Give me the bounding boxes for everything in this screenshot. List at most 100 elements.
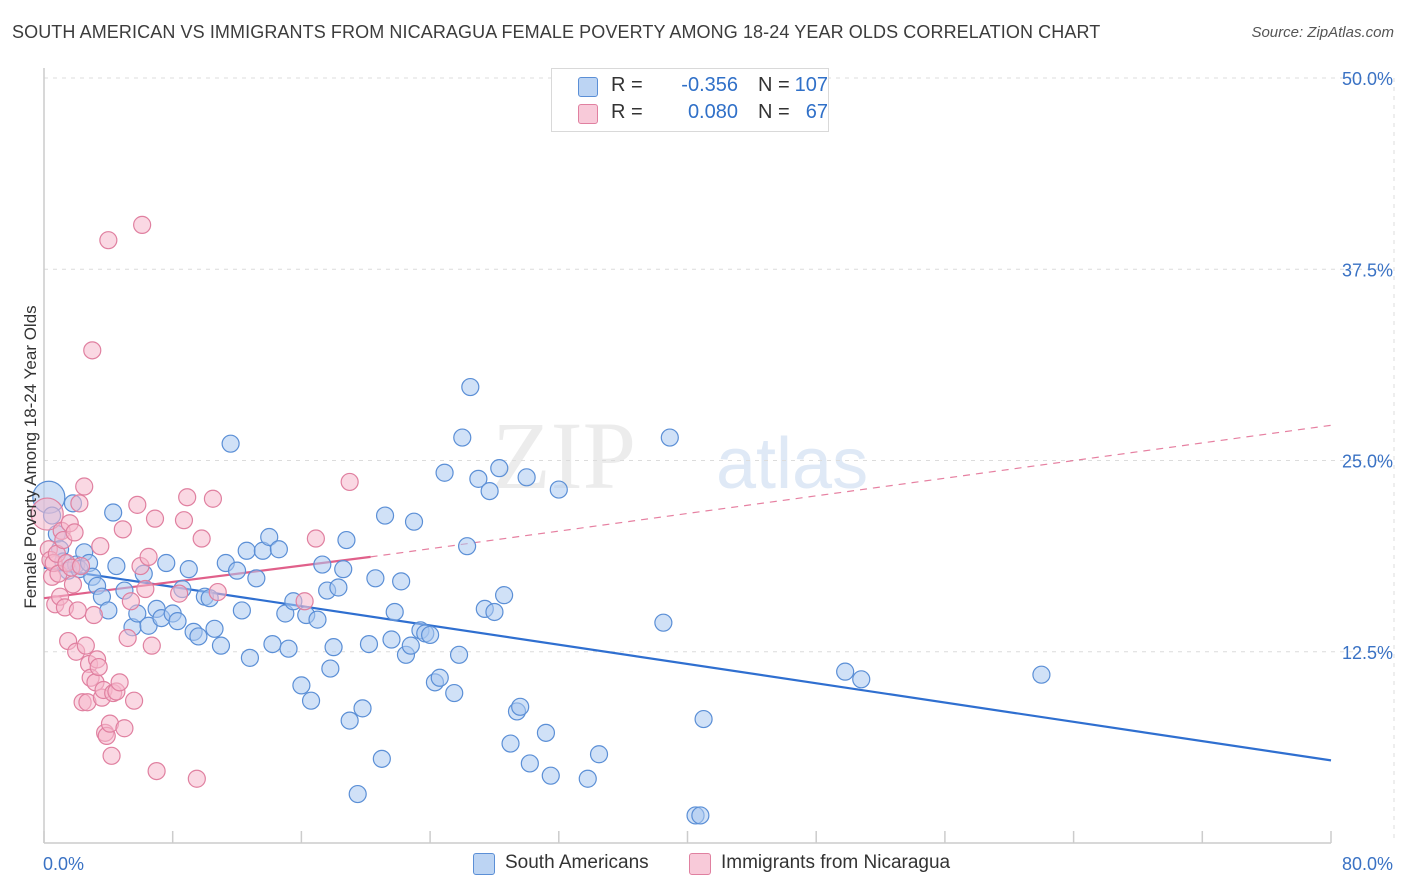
south-american-point bbox=[313, 555, 332, 574]
nicaragua-point bbox=[91, 537, 110, 556]
x-tick-label: 80.0% bbox=[1342, 854, 1393, 874]
r-label: R = bbox=[611, 74, 643, 96]
south-american-point bbox=[263, 634, 282, 654]
r-value: 0.080 bbox=[687, 101, 738, 123]
south-american-point bbox=[1032, 665, 1051, 684]
south-american-point bbox=[340, 711, 359, 730]
south-american-point bbox=[536, 723, 556, 742]
south-american-point bbox=[435, 463, 454, 482]
n-label: N = bbox=[758, 101, 790, 123]
south-american-point bbox=[353, 699, 372, 718]
stats-legend: R = -0.356 N = 107 R = 0.080 N = 67 bbox=[551, 68, 829, 132]
south-american-point bbox=[430, 668, 449, 687]
r-label: R = bbox=[611, 101, 643, 123]
south-american-point bbox=[337, 530, 356, 550]
watermark-atlas: atlas bbox=[716, 424, 868, 504]
n-value: 67 bbox=[805, 101, 828, 123]
nicaragua-point bbox=[71, 556, 91, 576]
nicaragua-point bbox=[306, 529, 325, 548]
south-americans-trend-line bbox=[43, 566, 1332, 762]
south-american-point bbox=[348, 784, 367, 804]
nicaragua-point bbox=[76, 636, 95, 655]
south-american-point bbox=[301, 691, 321, 710]
tick-labels: 12.5% 25.0% 37.5% 50.0% 0.0% 80.0% bbox=[43, 69, 1393, 874]
nicaragua-point bbox=[113, 520, 132, 539]
nicaragua-point bbox=[142, 636, 161, 655]
nicaragua-point bbox=[187, 769, 206, 788]
south-american-point bbox=[157, 553, 176, 573]
south-american-point bbox=[495, 586, 514, 605]
nicaragua-point bbox=[174, 511, 194, 530]
south-american-point bbox=[520, 754, 539, 773]
nicaragua-point bbox=[70, 494, 89, 513]
south-american-point bbox=[453, 428, 472, 447]
legend-label: South Americans bbox=[505, 852, 649, 873]
blue-swatch bbox=[473, 853, 495, 875]
south-american-point bbox=[404, 512, 424, 531]
nicaragua-point bbox=[89, 657, 108, 677]
south-american-point bbox=[445, 683, 464, 703]
nicaragua-point bbox=[124, 691, 144, 710]
y-tick-label: 25.0% bbox=[1342, 452, 1393, 472]
south-american-point bbox=[549, 480, 568, 499]
nicaragua-point bbox=[128, 495, 147, 514]
nicaragua-point bbox=[121, 592, 140, 611]
south-american-point bbox=[334, 560, 353, 579]
nicaragua-point bbox=[110, 673, 129, 692]
south-american-point bbox=[329, 578, 348, 597]
south-american-point bbox=[541, 766, 560, 785]
pink-swatch bbox=[689, 853, 711, 875]
nicaragua-point bbox=[75, 477, 94, 496]
source-credit: Source: ZipAtlas.com bbox=[1251, 24, 1394, 41]
y-axis-label: Female Poverty Among 18-24 Year Olds bbox=[21, 305, 40, 608]
nicaragua-point bbox=[115, 719, 134, 738]
south-american-point bbox=[321, 659, 340, 678]
gridlines bbox=[44, 77, 1395, 843]
nicaragua-point bbox=[102, 746, 121, 765]
nicaragua-point bbox=[83, 341, 102, 360]
n-label: N = bbox=[758, 74, 790, 96]
watermark: ZIP atlas bbox=[492, 402, 868, 509]
south-american-point bbox=[232, 601, 251, 620]
south-american-point bbox=[836, 662, 855, 681]
nicaragua-point bbox=[147, 761, 166, 781]
nicaragua-point bbox=[295, 592, 314, 611]
south-american-point bbox=[372, 749, 391, 768]
south-american-point bbox=[480, 482, 499, 501]
y-tick-label: 37.5% bbox=[1342, 260, 1393, 280]
south-american-point bbox=[401, 636, 420, 655]
south-american-point bbox=[279, 639, 298, 658]
south-american-point bbox=[852, 670, 871, 689]
south-american-point bbox=[421, 625, 440, 645]
south-american-point bbox=[511, 697, 530, 716]
nicaragua-point bbox=[178, 488, 197, 507]
south-american-point bbox=[211, 636, 231, 655]
r-value: -0.356 bbox=[681, 74, 738, 96]
south-american-point bbox=[227, 561, 247, 580]
nicaragua-point bbox=[99, 231, 118, 250]
south-american-point bbox=[660, 428, 679, 447]
nicaragua-point bbox=[68, 601, 87, 620]
south-american-point bbox=[461, 377, 480, 397]
pink-swatch bbox=[578, 104, 598, 124]
south-american-point bbox=[292, 676, 311, 695]
nicaragua-point bbox=[192, 529, 211, 548]
nicaragua-point bbox=[118, 628, 137, 648]
south-american-point bbox=[168, 612, 187, 631]
south-american-point bbox=[392, 572, 411, 591]
south-american-point bbox=[654, 613, 673, 632]
south-american-point bbox=[578, 769, 597, 788]
south-american-point bbox=[385, 602, 404, 622]
south-american-point bbox=[260, 527, 279, 547]
chart-title: SOUTH AMERICAN VS IMMIGRANTS FROM NICARA… bbox=[12, 22, 1101, 42]
south-american-point bbox=[485, 602, 504, 622]
nicaragua-trend-extension bbox=[370, 424, 1332, 558]
nicaragua-point bbox=[145, 509, 165, 528]
nicaragua-point bbox=[203, 489, 223, 508]
south-american-point bbox=[375, 506, 395, 525]
south-american-point bbox=[104, 503, 123, 522]
legend-label: Immigrants from Nicaragua bbox=[721, 852, 951, 873]
x-tick-label: 0.0% bbox=[43, 854, 84, 874]
nicaragua-point bbox=[136, 579, 155, 599]
south-american-point bbox=[449, 645, 469, 664]
